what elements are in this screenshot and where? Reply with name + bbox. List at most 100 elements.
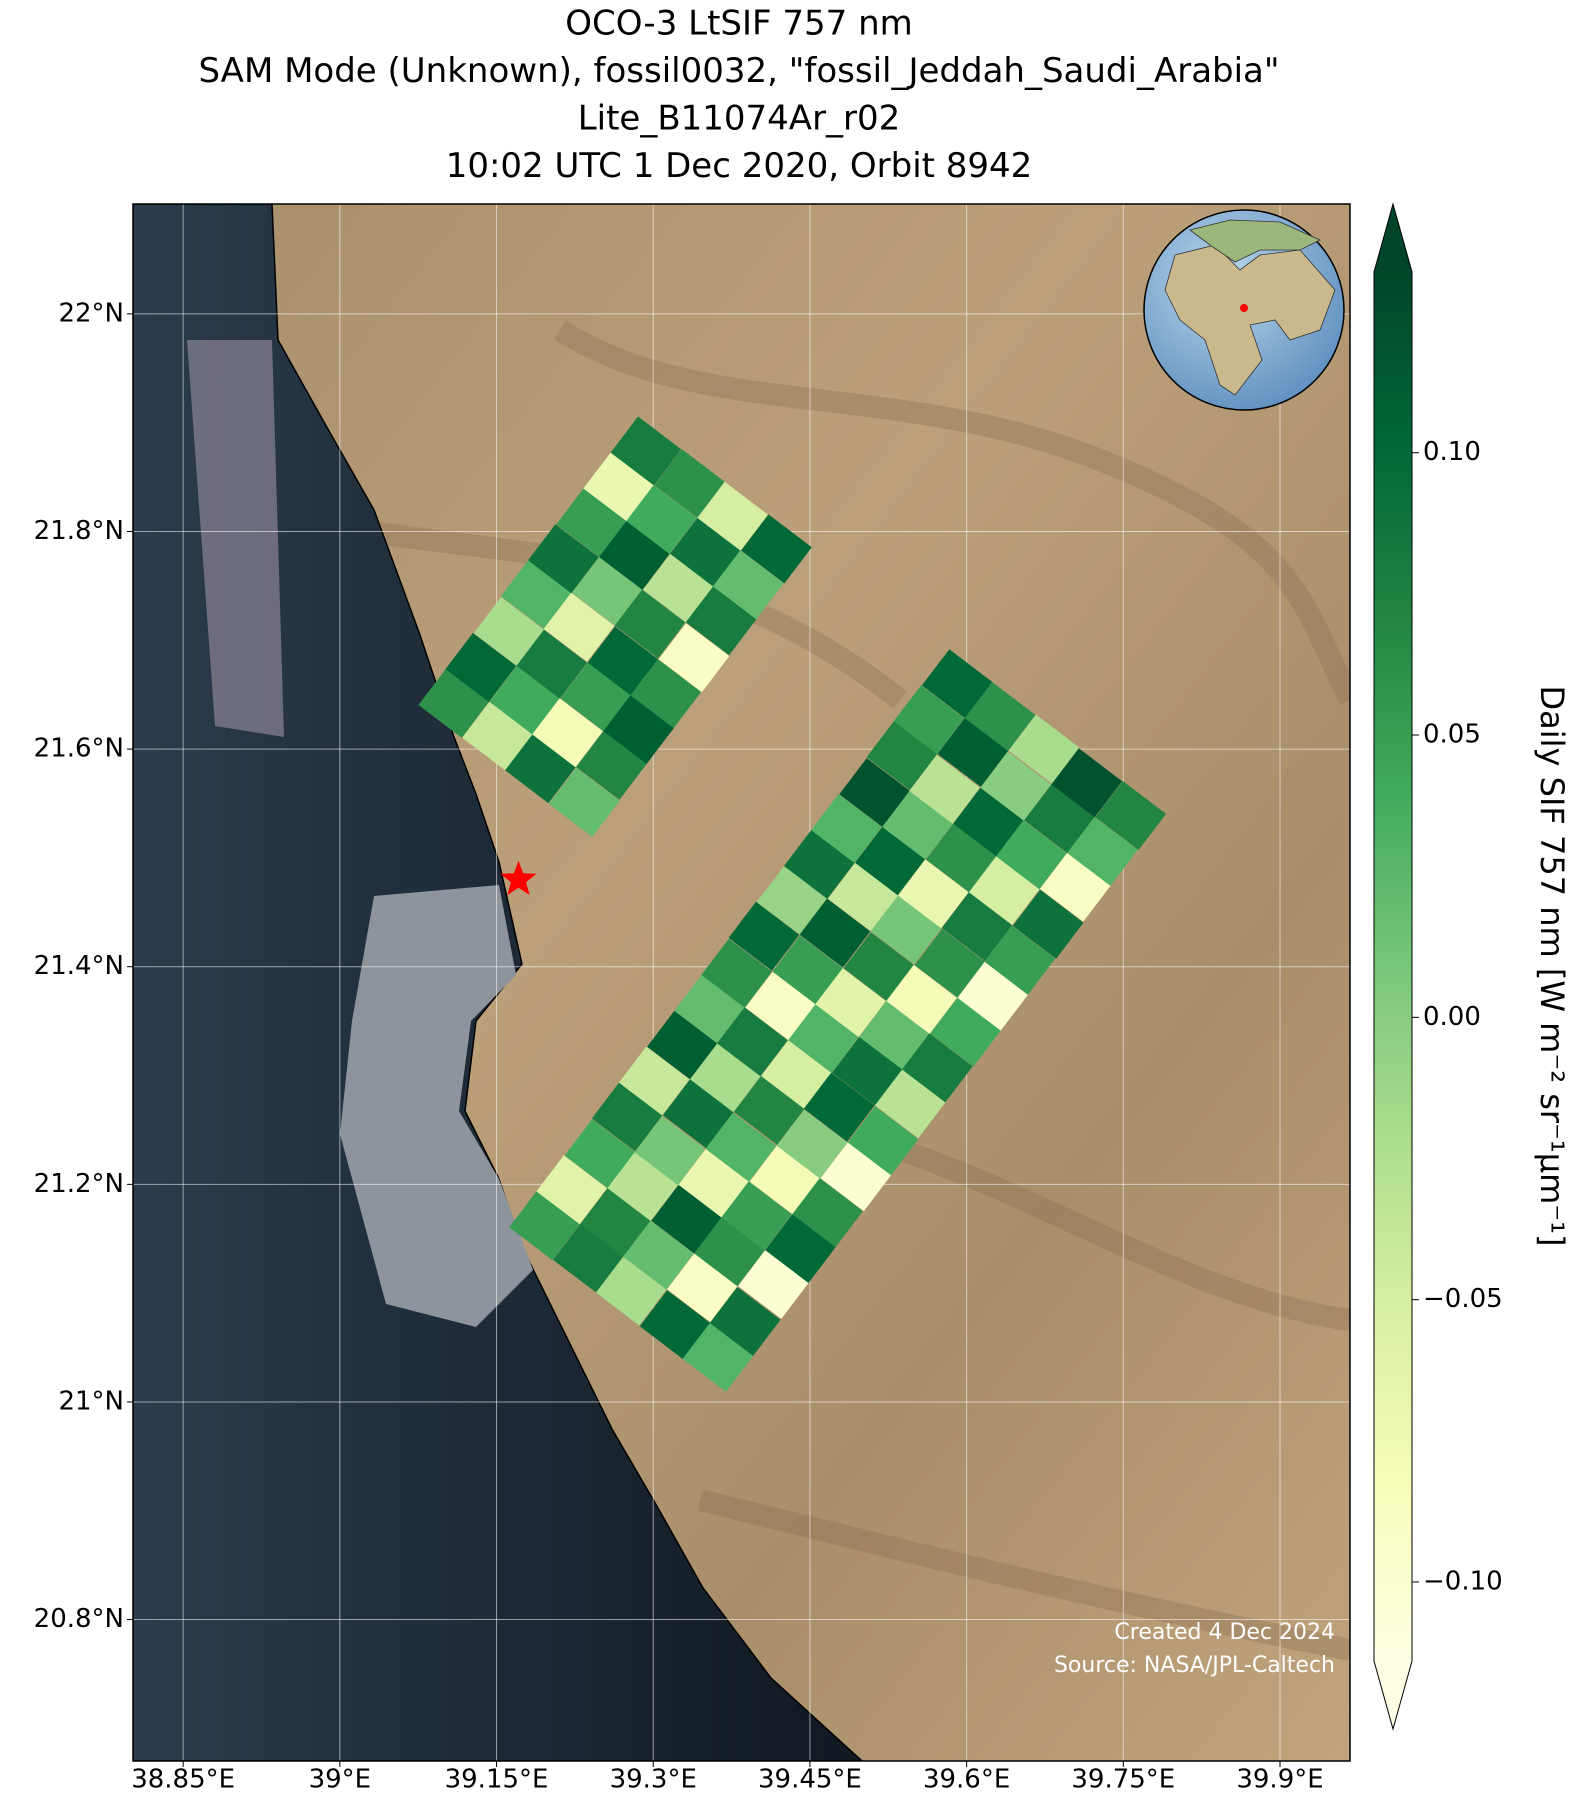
sif-footprint bbox=[788, 1004, 859, 1073]
colorbar-tick-label: 0.00 bbox=[1423, 1002, 1481, 1032]
y-tick-label: 22°N bbox=[58, 298, 124, 328]
sif-footprint bbox=[882, 790, 953, 860]
sif-footprint bbox=[690, 1043, 761, 1113]
sif-footprint bbox=[820, 1142, 892, 1212]
sif-footprint bbox=[603, 695, 674, 764]
x-tick-label: 39.45°E bbox=[758, 1765, 862, 1795]
sif-footprint bbox=[721, 1181, 792, 1251]
sif-footprint bbox=[532, 698, 603, 768]
sif-footprint bbox=[717, 1007, 788, 1077]
sif-footprint bbox=[921, 649, 993, 719]
sif-footprint bbox=[741, 514, 812, 584]
sif-footprint bbox=[500, 560, 572, 630]
sif-footprint bbox=[610, 416, 682, 486]
chart-title: 10:02 UTC 1 Dec 2020, Orbit 8942 bbox=[446, 146, 1033, 186]
colorbar-tick-label: 0.05 bbox=[1423, 720, 1481, 750]
sif-footprint bbox=[694, 1217, 765, 1287]
sif-footprint bbox=[870, 895, 942, 965]
sif-footprint bbox=[980, 751, 1052, 821]
sif-footprint bbox=[893, 685, 965, 755]
sif-footprint bbox=[957, 961, 1029, 1031]
sif-footprint bbox=[626, 485, 697, 554]
sif-footprint bbox=[996, 820, 1067, 890]
sif-footprint bbox=[968, 856, 1040, 926]
colorbar-outline bbox=[1373, 202, 1413, 1731]
sif-footprint bbox=[658, 623, 730, 693]
sif-footprint bbox=[937, 717, 1009, 787]
sif-footprint bbox=[749, 1145, 821, 1215]
sif-footprint bbox=[662, 1079, 734, 1149]
colorbar-tick-label: −0.10 bbox=[1423, 1566, 1503, 1596]
sif-footprint bbox=[642, 553, 714, 623]
sif-footprint bbox=[765, 1214, 836, 1283]
globe-land bbox=[1164, 244, 1336, 396]
sif-footprint bbox=[639, 1290, 711, 1360]
sif-footprint bbox=[827, 862, 899, 932]
y-tick-label: 21.6°N bbox=[34, 734, 124, 764]
sif-footprint bbox=[618, 1046, 690, 1116]
sif-footprint bbox=[473, 597, 545, 667]
sif-footprint bbox=[756, 865, 828, 935]
chart-title: Lite_B11074Ar_r02 bbox=[578, 99, 901, 139]
x-tick-label: 39.9°E bbox=[1236, 1765, 1323, 1795]
x-tick-label: 39.15°E bbox=[445, 1765, 549, 1795]
sif-footprint bbox=[733, 1075, 805, 1145]
sif-footprint bbox=[587, 626, 659, 696]
sif-footprint bbox=[528, 524, 599, 594]
sif-footprint bbox=[709, 1286, 781, 1356]
colorbar bbox=[1374, 272, 1412, 1661]
sif-footprint bbox=[1051, 748, 1123, 818]
sif-footprint bbox=[489, 665, 561, 735]
sif-footprint bbox=[712, 550, 784, 620]
sif-footprint bbox=[560, 662, 632, 732]
colorbar-label: Daily SIF 757 nm [W m⁻² sr⁻¹μm⁻¹] bbox=[1533, 686, 1571, 1247]
sif-footprint bbox=[591, 1082, 663, 1152]
y-tick-label: 21.4°N bbox=[34, 951, 124, 981]
sif-footprint bbox=[553, 1223, 624, 1293]
y-tick-label: 20.8°N bbox=[34, 1604, 124, 1634]
sif-footprint bbox=[859, 1000, 930, 1070]
site-marker bbox=[500, 860, 537, 896]
sif-footprint bbox=[580, 1187, 651, 1257]
sif-footprint bbox=[799, 898, 871, 968]
sif-footprint bbox=[772, 935, 844, 1005]
sif-footprint bbox=[792, 1178, 863, 1248]
credit: Created 4 Dec 2024 bbox=[1114, 1620, 1335, 1645]
sif-footprint bbox=[654, 449, 726, 519]
sif-footprint bbox=[832, 1036, 903, 1106]
sif-footprint bbox=[1012, 889, 1084, 959]
sif-footprint bbox=[874, 1069, 946, 1139]
sif-footprint bbox=[839, 758, 910, 828]
sif-footprint bbox=[571, 556, 643, 626]
shallow-water bbox=[340, 885, 533, 1327]
sif-footprint bbox=[909, 754, 980, 824]
x-tick-label: 38.85°E bbox=[131, 1765, 235, 1795]
colorbar-tick-label: −0.05 bbox=[1423, 1284, 1503, 1314]
sif-footprint bbox=[930, 997, 1001, 1067]
colorbar-tick-label: 0.10 bbox=[1423, 437, 1481, 467]
sif-footprint bbox=[1067, 816, 1138, 886]
sif-footprint bbox=[509, 1191, 580, 1261]
sif-footprint bbox=[701, 938, 773, 1008]
sif-footprint bbox=[651, 1184, 722, 1254]
sif-footprint bbox=[886, 964, 957, 1034]
sif-footprint bbox=[984, 925, 1056, 995]
sif-footprint bbox=[776, 1109, 848, 1179]
sif-footprint bbox=[599, 520, 670, 590]
sif-footprint bbox=[583, 452, 655, 522]
sif-footprint bbox=[843, 932, 915, 1002]
x-tick-label: 39.75°E bbox=[1071, 1765, 1175, 1795]
sif-footprint bbox=[607, 1152, 679, 1221]
chart-title: SAM Mode (Unknown), fossil0032, "fossil_… bbox=[198, 51, 1279, 91]
sif-footprint bbox=[634, 1116, 706, 1186]
chart-title: OCO-3 LtSIF 757 nm bbox=[565, 4, 913, 44]
sif-footprint bbox=[941, 892, 1013, 961]
sif-footprint bbox=[418, 668, 490, 738]
sif-footprint bbox=[647, 1010, 718, 1080]
map-frame bbox=[132, 203, 1351, 1762]
sif-footprint bbox=[630, 659, 702, 729]
y-tick-label: 21°N bbox=[58, 1386, 124, 1416]
sif-footprint bbox=[761, 1039, 832, 1109]
sif-footprint bbox=[866, 721, 938, 791]
sif-footprint bbox=[678, 1148, 750, 1218]
